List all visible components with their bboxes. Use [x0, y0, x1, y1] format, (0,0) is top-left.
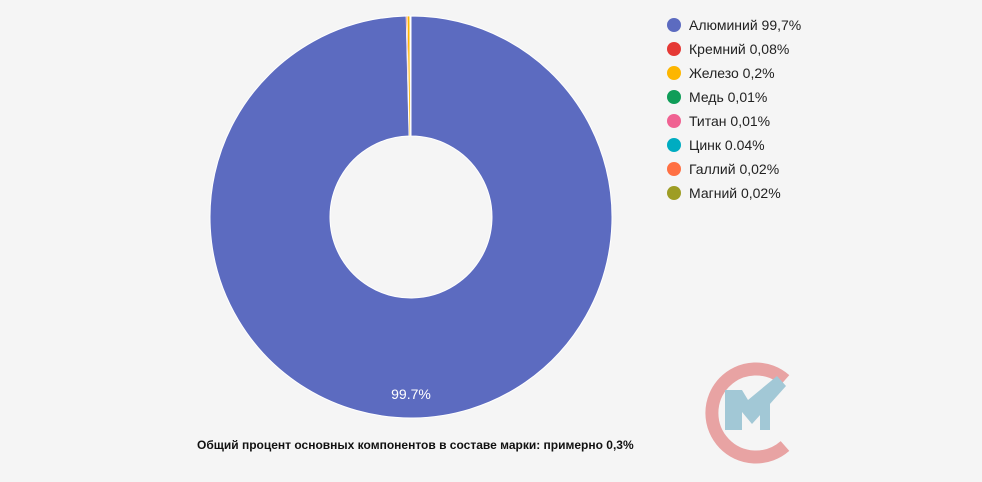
brand-logo	[705, 362, 790, 464]
legend: Алюминий 99,7% Кремний 0,08% Железо 0,2% Ме…	[667, 13, 801, 205]
legend-marker	[667, 18, 681, 32]
legend-item[interactable]: Титан 0,01%	[667, 109, 801, 133]
legend-item[interactable]: Кремний 0,08%	[667, 37, 801, 61]
legend-label: Кремний 0,08%	[689, 41, 790, 57]
donut-chart: 99.7%	[209, 15, 613, 419]
logo-letter	[725, 376, 786, 430]
chart-caption: Общий процент основных компонентов в сос…	[197, 438, 634, 452]
legend-label: Цинк 0.04%	[689, 137, 765, 153]
legend-label: Титан 0,01%	[689, 113, 771, 129]
legend-item[interactable]: Галлий 0,02%	[667, 157, 801, 181]
legend-marker	[667, 114, 681, 128]
legend-marker	[667, 42, 681, 56]
legend-item[interactable]: Железо 0,2%	[667, 61, 801, 85]
legend-label: Магний 0,02%	[689, 185, 781, 201]
legend-item[interactable]: Алюминий 99,7%	[667, 13, 801, 37]
data-label-aluminium: 99.7%	[391, 386, 431, 402]
legend-label: Железо 0,2%	[689, 65, 775, 81]
legend-item[interactable]: Цинк 0.04%	[667, 133, 801, 157]
slice-0[interactable]	[209, 15, 613, 419]
legend-label: Алюминий 99,7%	[689, 17, 802, 33]
legend-marker	[667, 186, 681, 200]
legend-marker	[667, 138, 681, 152]
legend-item[interactable]: Магний 0,02%	[667, 181, 801, 205]
legend-marker	[667, 162, 681, 176]
legend-marker	[667, 90, 681, 104]
legend-label: Медь 0,01%	[689, 89, 768, 105]
logo-ring	[705, 362, 790, 464]
legend-label: Галлий 0,02%	[689, 161, 780, 177]
legend-marker	[667, 66, 681, 80]
legend-item[interactable]: Медь 0,01%	[667, 85, 801, 109]
